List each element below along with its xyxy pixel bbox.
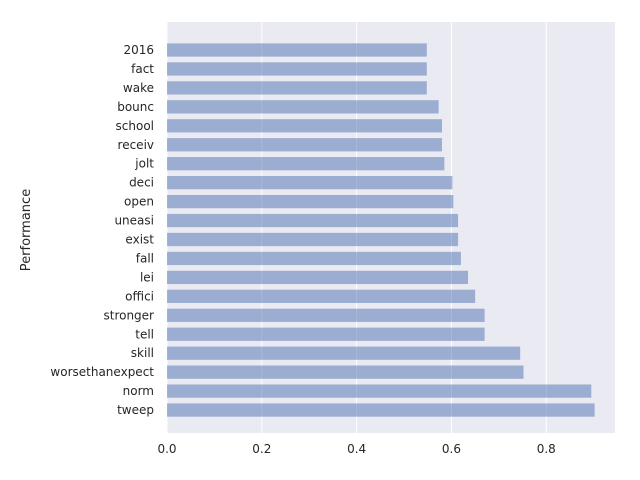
y-tick-label-deci: deci [129,176,154,190]
y-tick-label-uneasi: uneasi [114,214,154,228]
bar-fall [167,251,461,266]
y-tick-label-open: open [124,195,154,209]
y-tick-label-norm: norm [123,384,154,398]
y-tick-label-fall: fall [136,251,154,265]
y-tick-label-exist: exist [125,233,154,247]
x-tick-label-0: 0.0 [157,442,176,456]
bar-2016 [167,43,427,57]
bar-worsethanexpect [167,365,524,379]
bar-wake [167,81,427,95]
x-tick-label-2: 0.4 [347,442,366,456]
bar-stronger [167,308,485,322]
bar-open [167,194,454,209]
y-tick-label-jolt: jolt [134,157,154,171]
x-tick-labels: 0.0 0.2 0.4 0.6 0.8 [157,442,555,456]
bar-tell [167,327,485,341]
bars [167,43,595,417]
y-tick-label-bounc: bounc [117,100,154,114]
x-tick-label-3: 0.6 [442,442,461,456]
y-tick-label-tell: tell [135,327,154,341]
y-tick-label-fact: fact [131,62,154,76]
y-tick-label-2016: 2016 [123,43,154,57]
bar-tweep [167,403,595,417]
y-axis-title: Performance [19,189,34,271]
y-tick-label-school: school [116,119,154,133]
bar-jolt [167,157,445,171]
x-tick-label-4: 0.8 [537,442,556,456]
bar-uneasi [167,213,459,228]
bar-school [167,119,442,133]
bar-exist [167,232,459,247]
y-tick-label-receiv: receiv [118,138,154,152]
bar-skill [167,346,521,360]
y-tick-labels: 2016 fact wake bounc school receiv jolt deci ope… [50,43,154,417]
y-tick-label-tweep: tweep [117,403,154,417]
bar-deci [167,176,453,190]
bar-bounc [167,100,439,114]
y-tick-label-skill: skill [131,346,154,360]
bar-lei [167,270,469,285]
bar-offici [167,289,476,303]
y-tick-label-lei: lei [140,270,154,284]
bar-norm [167,384,592,398]
bar-receiv [167,138,442,152]
y-tick-label-stronger: stronger [103,308,154,322]
y-tick-label-worsethanexpect: worsethanexpect [50,365,154,379]
y-tick-label-offici: offici [125,289,154,303]
bar-fact [167,62,427,76]
x-tick-label-1: 0.2 [252,442,271,456]
y-tick-label-wake: wake [123,81,154,95]
